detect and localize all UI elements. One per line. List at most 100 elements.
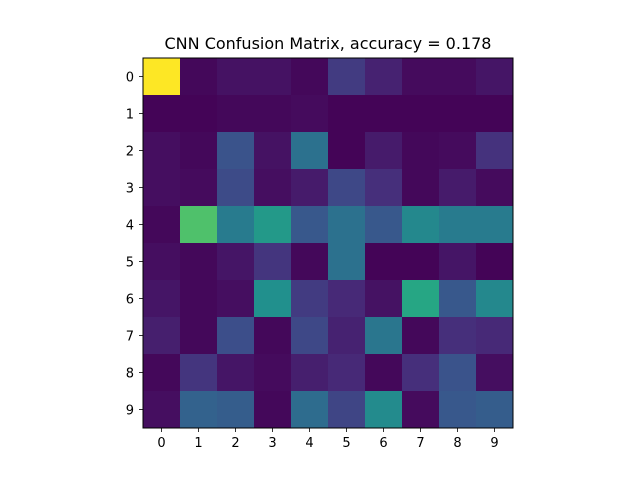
x-tick-label: 7	[416, 436, 424, 451]
chart-title: CNN Confusion Matrix, accuracy = 0.178	[165, 34, 492, 53]
heatmap-cell	[217, 354, 255, 392]
y-tick-label: 5	[126, 256, 134, 271]
heatmap-cell	[143, 354, 181, 392]
heatmap-cell	[143, 169, 181, 207]
y-tick-label: 1	[126, 108, 134, 123]
heatmap-cell	[365, 354, 403, 392]
heatmap-cell	[217, 58, 255, 96]
heatmap-cell	[180, 206, 218, 244]
heatmap-cell	[365, 317, 403, 355]
y-tick-label: 7	[126, 330, 134, 345]
heatmap-cell	[291, 132, 329, 170]
heatmap-cell	[476, 95, 514, 133]
heatmap-cell	[217, 95, 255, 133]
heatmap-cell	[180, 354, 218, 392]
heatmap-cell	[217, 206, 255, 244]
heatmap-cell	[291, 243, 329, 281]
heatmap-cell	[291, 58, 329, 96]
heatmap-cell	[476, 206, 514, 244]
heatmap-cell	[365, 280, 403, 318]
heatmap-cell	[365, 58, 403, 96]
y-tick-label: 8	[126, 367, 134, 382]
heatmap-cell	[402, 243, 440, 281]
heatmap-cell	[180, 317, 218, 355]
heatmap-cell	[217, 391, 255, 429]
heatmap-cell	[439, 391, 477, 429]
heatmap-cell	[402, 391, 440, 429]
heatmap-cell	[439, 354, 477, 392]
heatmap-cell	[365, 132, 403, 170]
y-tick-label: 0	[126, 71, 134, 86]
heatmap-cell	[476, 58, 514, 96]
heatmap-cell	[365, 206, 403, 244]
y-tick-label: 9	[126, 404, 134, 419]
heatmap-cell	[365, 391, 403, 429]
heatmap-cell	[254, 95, 292, 133]
heatmap-cells	[143, 58, 514, 429]
heatmap-cell	[254, 58, 292, 96]
heatmap-cell	[476, 132, 514, 170]
heatmap-cell	[439, 58, 477, 96]
heatmap-cell	[365, 169, 403, 207]
heatmap-cell	[476, 280, 514, 318]
x-tick-label: 1	[194, 436, 202, 451]
heatmap-cell	[402, 95, 440, 133]
heatmap-cell	[402, 132, 440, 170]
heatmap-cell	[143, 317, 181, 355]
heatmap-cell	[254, 317, 292, 355]
heatmap-cell	[254, 206, 292, 244]
x-axis-ticks: 0 1 2 3 4 5 6 7 8 9	[157, 428, 499, 451]
heatmap-cell	[328, 280, 366, 318]
heatmap-cell	[180, 169, 218, 207]
y-axis-ticks: 0 1 2 3 4 5 6 7 8 9	[126, 71, 143, 419]
heatmap-cell	[328, 243, 366, 281]
heatmap-cell	[328, 391, 366, 429]
heatmap-cell	[402, 169, 440, 207]
heatmap-cell	[291, 280, 329, 318]
x-tick-label: 2	[231, 436, 239, 451]
heatmap-cell	[439, 243, 477, 281]
heatmap-cell	[180, 132, 218, 170]
heatmap-cell	[291, 391, 329, 429]
y-tick-label: 6	[126, 293, 134, 308]
heatmap-cell	[439, 317, 477, 355]
heatmap-cell	[143, 206, 181, 244]
heatmap-cell	[180, 58, 218, 96]
heatmap-cell	[254, 391, 292, 429]
heatmap-cell	[143, 95, 181, 133]
heatmap-cell	[439, 169, 477, 207]
heatmap-cell	[328, 95, 366, 133]
heatmap-cell	[180, 280, 218, 318]
heatmap-cell	[254, 354, 292, 392]
heatmap-cell	[402, 354, 440, 392]
heatmap-cell	[402, 58, 440, 96]
heatmap-cell	[476, 354, 514, 392]
heatmap-cell	[439, 206, 477, 244]
heatmap-cell	[476, 243, 514, 281]
y-tick-label: 2	[126, 145, 134, 160]
heatmap-cell	[291, 317, 329, 355]
heatmap-cell	[143, 58, 181, 96]
x-tick-label: 4	[305, 436, 313, 451]
heatmap-cell	[328, 317, 366, 355]
heatmap-cell	[365, 243, 403, 281]
heatmap-cell	[143, 391, 181, 429]
heatmap-cell	[365, 95, 403, 133]
heatmap-cell	[291, 206, 329, 244]
heatmap-cell	[439, 132, 477, 170]
heatmap-cell	[328, 354, 366, 392]
heatmap-cell	[180, 243, 218, 281]
heatmap-cell	[328, 132, 366, 170]
heatmap-cell	[217, 243, 255, 281]
heatmap-cell	[402, 317, 440, 355]
y-tick-label: 4	[126, 219, 134, 234]
heatmap-cell	[328, 169, 366, 207]
heatmap-cell	[439, 280, 477, 318]
heatmap-cell	[291, 95, 329, 133]
heatmap-cell	[143, 243, 181, 281]
heatmap-cell	[143, 132, 181, 170]
heatmap-cell	[254, 243, 292, 281]
heatmap-cell	[217, 280, 255, 318]
heatmap-cell	[402, 280, 440, 318]
heatmap-cell	[180, 391, 218, 429]
